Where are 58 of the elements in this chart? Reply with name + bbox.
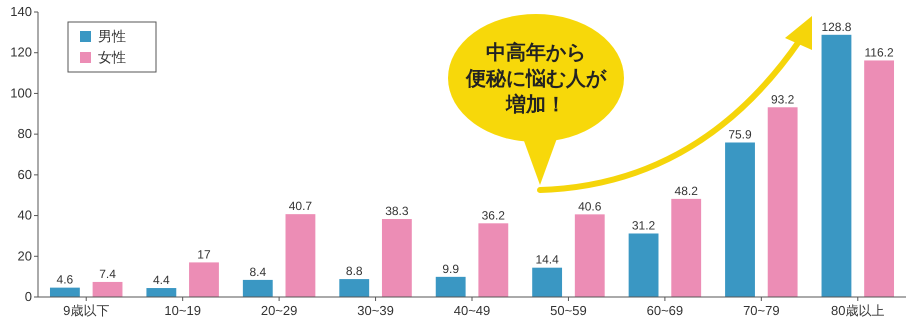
data-label: 7.4 [99, 266, 116, 281]
legend-label: 女性 [98, 49, 126, 65]
bar [864, 60, 894, 297]
bar [725, 142, 755, 297]
y-tick-label: 0 [24, 289, 32, 304]
annotation: 中高年から [486, 41, 586, 64]
y-tick-label: 100 [10, 85, 32, 100]
bar [382, 219, 412, 297]
data-label: 128.8 [821, 20, 852, 34]
bar [478, 223, 508, 297]
x-tick-label: 30~39 [357, 303, 394, 318]
data-label: 75.9 [728, 127, 752, 142]
x-tick-label: 9歳以下 [63, 303, 110, 318]
legend-label: 男性 [98, 28, 126, 44]
bar [822, 34, 852, 297]
y-tick-label: 140 [10, 4, 32, 19]
y-tick-label: 120 [10, 44, 32, 60]
data-label: 40.6 [578, 199, 602, 214]
bar [574, 214, 605, 297]
bar [768, 107, 798, 297]
data-label: 36.2 [482, 208, 506, 222]
bar [92, 282, 122, 297]
x-tick-label: 60~69 [646, 303, 684, 318]
data-label: 48.2 [674, 184, 698, 198]
y-tick-label: 20 [18, 248, 32, 264]
x-tick-label: 70~79 [743, 303, 780, 318]
data-label: 8.4 [249, 264, 266, 279]
data-label: 38.3 [385, 204, 409, 218]
bar [189, 262, 219, 297]
data-label: 4.4 [153, 273, 170, 288]
bar [436, 276, 466, 297]
bar [146, 288, 176, 297]
bar [532, 268, 562, 297]
data-label: 31.2 [632, 218, 656, 232]
bar [671, 198, 702, 297]
bar [286, 214, 316, 297]
x-tick-label: 10~19 [164, 303, 201, 318]
data-label: 14.4 [535, 252, 560, 267]
data-label: 93.2 [770, 92, 795, 106]
x-tick-label: 50~59 [550, 303, 587, 318]
x-tick-label: 20~29 [260, 303, 298, 318]
data-label: 8.8 [346, 264, 363, 278]
data-label: 40.7 [288, 199, 312, 214]
bar [50, 288, 80, 297]
data-label: 4.6 [56, 272, 74, 287]
bar [339, 279, 370, 297]
y-tick-label: 80 [18, 126, 32, 142]
bar [242, 280, 273, 297]
bar [628, 233, 658, 297]
x-tick-label: 40~49 [454, 303, 490, 318]
y-tick-label: 60 [18, 166, 32, 182]
data-label: 17 [197, 247, 211, 262]
x-tick-label: 80歳以上 [831, 303, 885, 318]
data-label: 116.2 [864, 45, 894, 60]
y-tick-label: 40 [18, 208, 32, 223]
annotation: 増加！ [505, 93, 566, 116]
data-label: 9.9 [442, 262, 460, 276]
annotation: 便秘に悩む人が [465, 68, 607, 90]
